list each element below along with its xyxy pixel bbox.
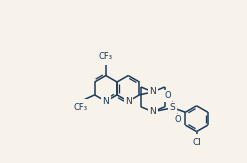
Text: CF₃: CF₃ bbox=[74, 103, 88, 112]
Text: N: N bbox=[103, 97, 109, 106]
Text: N: N bbox=[149, 107, 156, 116]
Text: N: N bbox=[125, 97, 132, 106]
Text: N: N bbox=[149, 87, 156, 96]
Text: CF₃: CF₃ bbox=[99, 52, 113, 61]
Text: O: O bbox=[174, 115, 181, 124]
Text: S: S bbox=[170, 103, 176, 112]
Text: O: O bbox=[165, 91, 171, 100]
Text: Cl: Cl bbox=[192, 138, 201, 147]
